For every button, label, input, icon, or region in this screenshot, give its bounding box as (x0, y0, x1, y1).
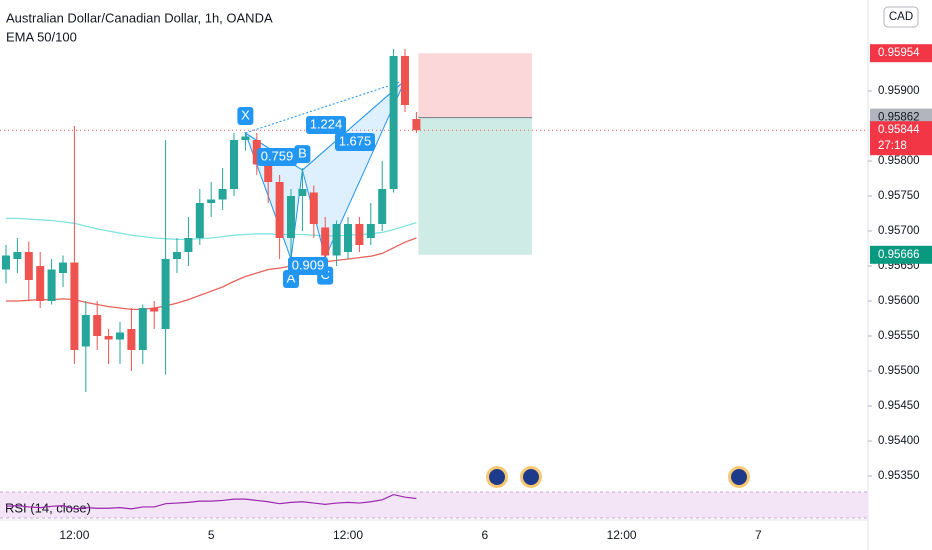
candle-body (150, 308, 159, 312)
candle-body (70, 262, 79, 350)
candle-body (59, 262, 67, 273)
candle-body (47, 269, 56, 301)
candle-body (2, 255, 10, 270)
last-price-badge: 0.95844 (878, 124, 920, 136)
rsi-band (0, 492, 868, 518)
candle-body (104, 336, 113, 340)
target-price-badge: 0.95666 (878, 249, 920, 261)
event-icon-flag (731, 469, 747, 485)
pattern-point-label: X (241, 107, 250, 122)
candle-body (355, 224, 364, 245)
pattern-point-label-box (294, 145, 311, 164)
pattern-dotted-line (245, 80, 406, 134)
y-tick-label: 0.95550 (878, 330, 920, 342)
pattern-ratio-label-box (306, 116, 346, 134)
stop-price-badge-bg (870, 44, 932, 63)
candle-body (13, 252, 22, 259)
x-tick-label: 6 (481, 528, 488, 542)
candle-body (378, 189, 387, 224)
rsi-label: RSI (14, close) (5, 500, 91, 515)
candle-body (195, 203, 204, 238)
candle-body (321, 227, 330, 256)
pattern-point-label-box (237, 107, 254, 125)
candle-body (161, 259, 170, 329)
candle-body (116, 332, 124, 340)
entry-price-badge: 0.95862 (878, 112, 920, 124)
candle-body (366, 224, 375, 238)
candle-body (412, 119, 421, 131)
y-tick-label: 0.95900 (878, 85, 920, 97)
candle-body (81, 315, 90, 347)
pattern-ratio-label: 1.675 (339, 133, 372, 148)
candle-body (298, 189, 307, 196)
pattern-ratio-label-box (257, 148, 297, 166)
y-tick-label: 0.95500 (878, 365, 920, 377)
y-tick-label: 0.95450 (878, 400, 920, 412)
y-tick-label: 0.95600 (878, 295, 920, 307)
event-icon-flag (489, 469, 505, 485)
pattern-ratio-label-box (288, 257, 328, 275)
y-tick-label: 0.95700 (878, 225, 920, 237)
event-icons (486, 466, 750, 488)
candle-body (287, 196, 295, 238)
event-icon-flag (523, 469, 539, 485)
target-price-badge-bg (870, 245, 932, 264)
stop-zone (418, 53, 532, 118)
candle-body (389, 56, 398, 189)
x-tick-label: 12:00 (59, 528, 89, 542)
candle-body (401, 56, 409, 105)
target-zone (418, 117, 532, 255)
y-tick-label: 0.95350 (878, 470, 920, 482)
currency-label[interactable]: CAD (889, 11, 913, 23)
y-tick-label: 0.95400 (878, 435, 920, 447)
rsi-line (5, 493, 417, 510)
x-tick-label: 5 (208, 528, 215, 542)
pattern-dotted-line (302, 80, 406, 171)
pattern-ratio-label: 1.224 (310, 116, 343, 131)
pattern-ratio-label: 0.759 (261, 148, 294, 163)
candle-body (309, 192, 318, 224)
pattern-ratio-label-box (335, 133, 375, 151)
candle-body (241, 136, 250, 140)
candle-body (264, 161, 273, 182)
candle-body (93, 315, 102, 336)
candle-body (24, 252, 33, 280)
candle-body (36, 266, 45, 301)
currency-button[interactable] (883, 6, 919, 28)
pattern-point-label: B (298, 146, 307, 161)
x-tick-label: 7 (755, 528, 762, 542)
candle-body (173, 252, 181, 259)
indicator-label: EMA 50/100 (6, 29, 77, 44)
candle-body (207, 199, 216, 203)
last-price-badge-bg (870, 121, 932, 156)
candle-body (230, 140, 238, 189)
stop-price-badge: 0.95954 (878, 47, 920, 59)
candle-body (127, 329, 136, 350)
candle-body (184, 238, 193, 252)
candle-body (332, 224, 341, 256)
x-tick-label: 12:00 (333, 528, 363, 542)
y-tick-label: 0.95750 (878, 190, 920, 202)
candle-body (218, 189, 227, 200)
candle-body (344, 224, 352, 252)
chart-title: Australian Dollar/Canadian Dollar, 1h, O… (6, 10, 273, 25)
pattern-ratio-label: 0.909 (292, 257, 325, 272)
y-tick-label: 0.95800 (878, 155, 920, 167)
pattern-point-label: A (287, 270, 296, 285)
candle-body (138, 308, 147, 350)
x-tick-label: 12:00 (607, 528, 637, 542)
countdown: 27:18 (878, 140, 907, 152)
candle-body (275, 182, 284, 238)
candle-body (252, 140, 261, 165)
